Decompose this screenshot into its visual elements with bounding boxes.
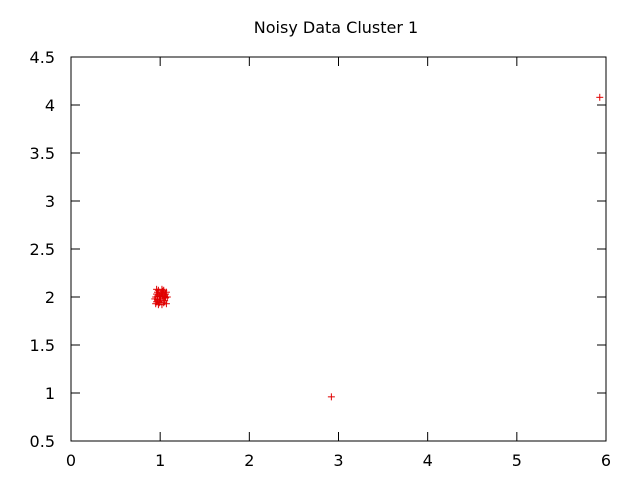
data-points xyxy=(151,93,604,401)
data-point xyxy=(158,285,166,293)
data-point xyxy=(162,300,170,308)
data-point xyxy=(155,292,163,300)
y-axis: 0.5 1 1.5 2 2.5 3 3.5 4 4.5 xyxy=(30,48,606,451)
y-tick-label: 0.5 xyxy=(30,432,55,451)
plot-frame xyxy=(70,56,607,442)
x-tick-label: 4 xyxy=(423,451,433,470)
data-point xyxy=(327,393,335,401)
x-tick-label: 1 xyxy=(155,451,165,470)
y-tick-label: 4 xyxy=(45,96,55,115)
y-tick-label: 2 xyxy=(45,288,55,307)
data-point xyxy=(596,93,604,101)
y-tick-label: 4.5 xyxy=(30,48,55,67)
x-tick-label: 3 xyxy=(333,451,343,470)
data-point xyxy=(151,295,159,303)
data-point xyxy=(158,301,166,309)
x-tick-label: 6 xyxy=(601,451,611,470)
y-tick-label: 1.5 xyxy=(30,336,55,355)
x-tick-label: 2 xyxy=(244,451,254,470)
y-tick-label: 2.5 xyxy=(30,240,55,259)
chart-title: Noisy Data Cluster 1 xyxy=(254,18,418,37)
x-tick-label: 0 xyxy=(66,451,76,470)
data-point xyxy=(160,286,168,294)
y-tick-label: 3.5 xyxy=(30,144,55,163)
y-tick-label: 3 xyxy=(45,192,55,211)
y-tick-label: 1 xyxy=(45,384,55,403)
x-axis: 0 1 2 3 4 5 6 xyxy=(66,57,611,470)
data-point xyxy=(159,293,167,301)
x-tick-label: 5 xyxy=(512,451,522,470)
